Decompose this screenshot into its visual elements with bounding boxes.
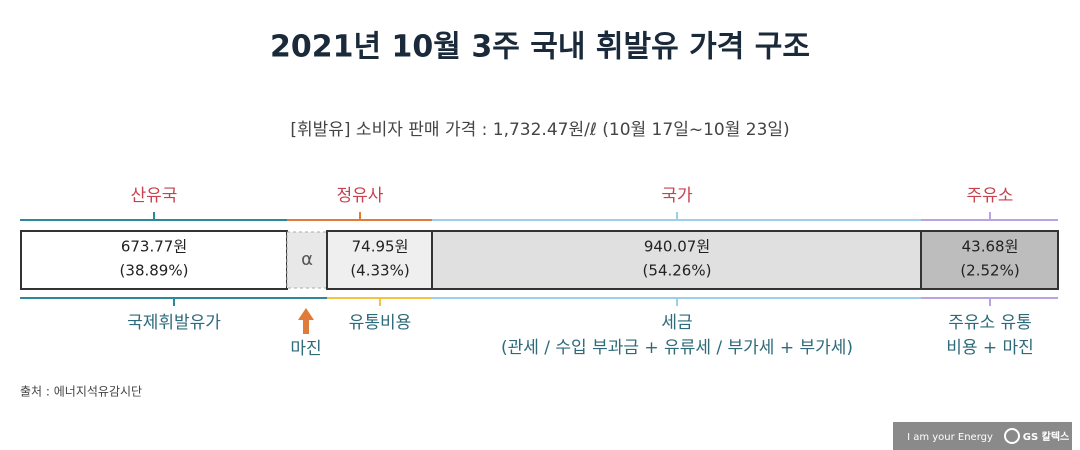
bottom-label: 국제휘발유가 — [127, 313, 221, 333]
cell-share: (54.26%) — [643, 262, 712, 280]
cell-amount: 940.07원 — [644, 238, 710, 256]
footer-badge — [893, 422, 1072, 450]
bottom-label: 유통비용 — [349, 313, 412, 333]
source: 출처 : 에너지석유감시단 — [20, 385, 142, 399]
cell-symbol: α — [301, 249, 313, 270]
subtitle: [휘발유] 소비자 판매 가격 : 1,732.47원/ℓ (10월 17일~1… — [290, 120, 789, 140]
footer-slogan: I am your Energy — [907, 432, 993, 443]
bottom-label: (관세 / 수입 부과금 + 유류세 / 부가세 + 부가세) — [501, 338, 853, 358]
cell-amount: 74.95원 — [352, 238, 409, 256]
group-label: 산유국 — [131, 186, 178, 206]
cell-amount: 673.77원 — [121, 238, 187, 256]
cell-share: (4.33%) — [350, 262, 409, 280]
bottom-label: 주유소 유통 — [948, 313, 1032, 333]
bottom-label: 비용 + 마진 — [946, 338, 1034, 358]
bottom-label: 세금 — [661, 313, 692, 333]
title: 2021년 10월 3주 국내 휘발유 가격 구조 — [270, 30, 810, 65]
group-label: 정유사 — [337, 186, 384, 206]
group-label: 주유소 — [967, 186, 1014, 206]
cell-amount: 43.68원 — [962, 238, 1019, 256]
arrow — [298, 308, 314, 334]
group-label: 국가 — [661, 186, 693, 206]
logo-icon — [1004, 428, 1020, 444]
bottom-brackets — [20, 297, 1058, 306]
cell-share: (2.52%) — [960, 262, 1019, 280]
price-bar — [20, 230, 1059, 290]
cell-share: (38.89%) — [120, 262, 189, 280]
footer-brand: GS 칼텍스 — [1023, 430, 1070, 443]
top-brackets — [20, 212, 1058, 221]
margin-label: 마진 — [290, 339, 321, 359]
